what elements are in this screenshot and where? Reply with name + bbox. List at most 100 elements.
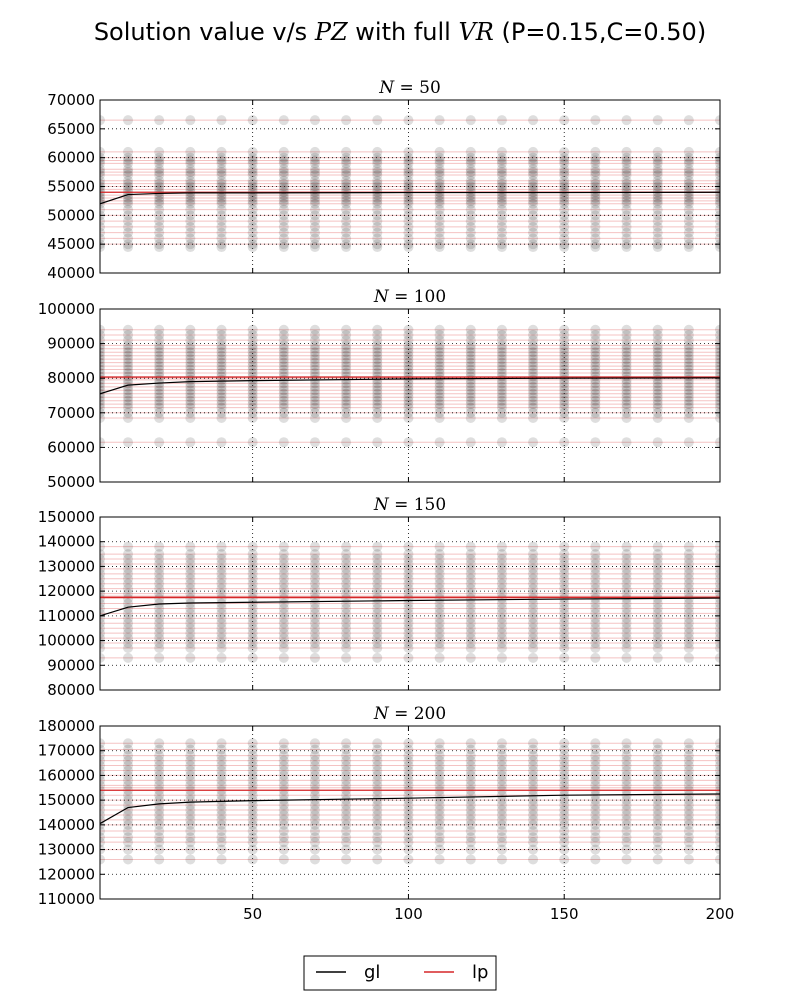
- data-point: [496, 588, 507, 599]
- data-point: [434, 760, 445, 771]
- data-point: [652, 402, 663, 413]
- data-point: [247, 361, 258, 372]
- data-point: [652, 350, 663, 361]
- data-point: [185, 115, 196, 126]
- data-point: [247, 233, 258, 244]
- data-point: [372, 800, 383, 811]
- data-point: [652, 819, 663, 830]
- data-point: [496, 216, 507, 227]
- data-point: [496, 392, 507, 403]
- data-point: [465, 568, 476, 579]
- data-point: [434, 623, 445, 634]
- y-tick-label: 70000: [47, 404, 95, 422]
- data-point: [372, 164, 383, 175]
- data-point: [185, 573, 196, 584]
- data-point: [247, 158, 258, 169]
- data-point: [185, 178, 196, 189]
- data-point: [715, 402, 720, 413]
- data-point: [590, 603, 601, 614]
- data-point: [528, 541, 539, 552]
- data-point: [652, 618, 663, 629]
- data-point: [216, 193, 227, 204]
- data-point: [154, 158, 165, 169]
- data-point: [528, 381, 539, 392]
- data-point: [372, 613, 383, 624]
- data-point: [278, 809, 289, 820]
- data-point: [216, 854, 227, 865]
- data-point: [496, 402, 507, 413]
- data-point: [683, 608, 694, 619]
- subplot-title-value: = 50: [394, 78, 441, 98]
- data-point: [341, 790, 352, 801]
- data-point: [100, 329, 105, 340]
- data-point: [652, 760, 663, 771]
- data-point: [528, 324, 539, 335]
- data-point: [372, 167, 383, 178]
- data-point: [559, 242, 570, 253]
- data-point: [528, 805, 539, 816]
- data-point: [652, 210, 663, 221]
- data-point: [123, 402, 134, 413]
- data-point: [278, 193, 289, 204]
- data-point: [465, 115, 476, 126]
- data-point: [683, 340, 694, 351]
- data-point: [496, 563, 507, 574]
- data-point: [683, 216, 694, 227]
- data-point: [465, 770, 476, 781]
- data-point: [496, 115, 507, 126]
- data-point: [683, 795, 694, 806]
- data-point: [278, 361, 289, 372]
- data-point: [278, 227, 289, 238]
- data-point: [154, 618, 165, 629]
- data-point: [100, 603, 105, 614]
- data-point: [434, 628, 445, 639]
- data-point: [559, 795, 570, 806]
- data-point: [185, 814, 196, 825]
- data-point: [309, 242, 320, 253]
- data-point: [465, 402, 476, 413]
- data-point: [683, 175, 694, 186]
- data-point: [247, 573, 258, 584]
- data-point: [559, 568, 570, 579]
- data-point: [528, 854, 539, 865]
- data-point: [715, 216, 720, 227]
- data-point: [185, 790, 196, 801]
- data-point: [341, 364, 352, 375]
- data-point: [528, 407, 539, 418]
- data-point: [185, 638, 196, 649]
- data-point: [100, 628, 105, 639]
- data-point: [372, 340, 383, 351]
- data-point: [621, 155, 632, 166]
- data-point: [528, 826, 539, 837]
- data-point: [465, 593, 476, 604]
- data-point: [247, 738, 258, 749]
- data-point: [683, 558, 694, 569]
- data-point: [496, 152, 507, 163]
- data-point: [309, 633, 320, 644]
- y-tick-label: 170000: [38, 742, 95, 760]
- data-point: [154, 755, 165, 766]
- data-point: [434, 837, 445, 848]
- data-point: [715, 854, 720, 865]
- data-point: [621, 221, 632, 232]
- data-point: [403, 181, 414, 192]
- data-point: [621, 371, 632, 382]
- data-point: [403, 563, 414, 574]
- data-point: [123, 593, 134, 604]
- data-point: [590, 618, 601, 629]
- data-point: [309, 178, 320, 189]
- data-point: [715, 195, 720, 206]
- data-point: [434, 164, 445, 175]
- data-point: [216, 837, 227, 848]
- data-point: [559, 357, 570, 368]
- data-point: [247, 554, 258, 565]
- data-point: [715, 227, 720, 238]
- data-point: [185, 588, 196, 599]
- data-point: [465, 549, 476, 560]
- data-point: [154, 407, 165, 418]
- data-point: [309, 407, 320, 418]
- data-point: [216, 583, 227, 594]
- data-point: [590, 354, 601, 365]
- data-point: [528, 554, 539, 565]
- data-point: [683, 198, 694, 209]
